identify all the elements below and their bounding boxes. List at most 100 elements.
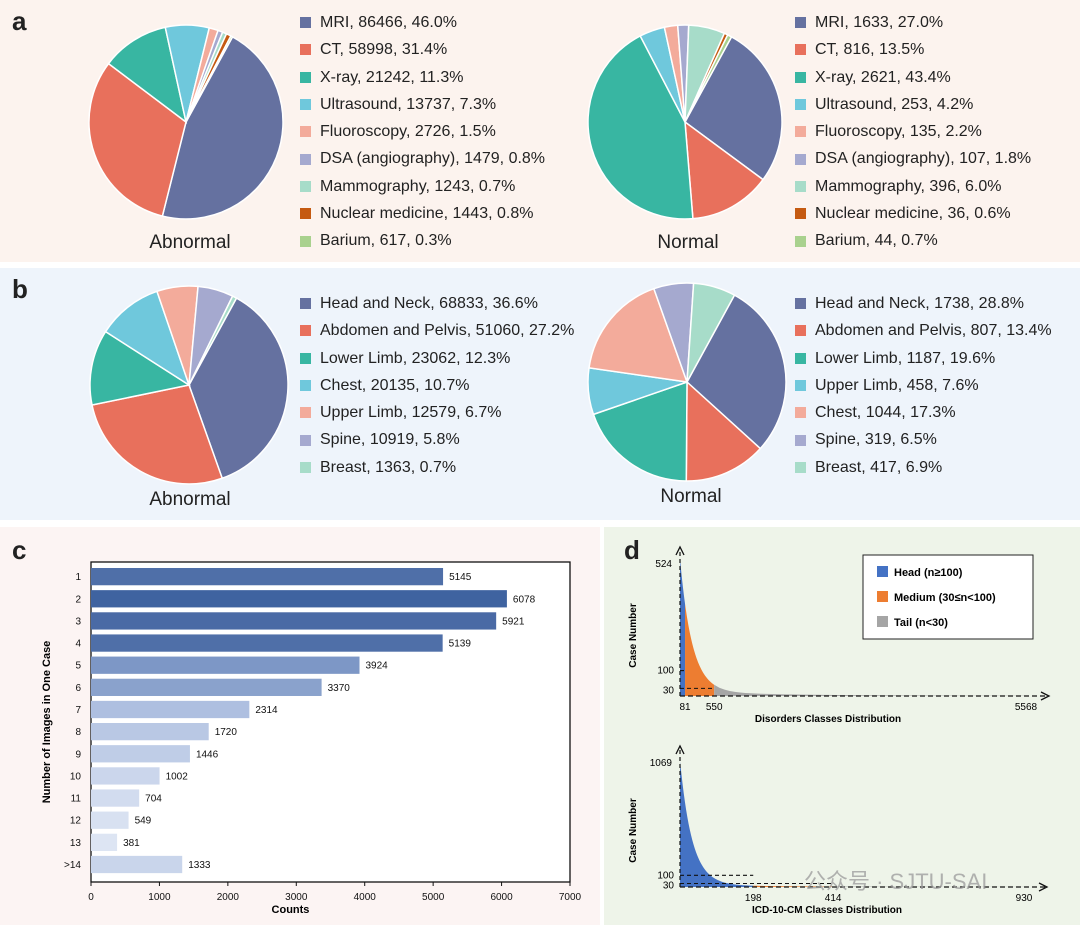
bar-chart-images-per-case: 5145 1 6078 2 5921 3 5139 4 3924 5 3370 6 2314 7 1720 8… — [41, 561, 582, 916]
panel-label-c: c — [12, 535, 27, 565]
pie-slice-chest — [104, 290, 191, 387]
bar — [91, 612, 497, 630]
legend-label: Spine, 319, 6.5% — [815, 431, 937, 449]
legend-label: Nuclear medicine, 1443, 0.8% — [320, 205, 534, 223]
pie-caption-normal-modality: Normal — [657, 232, 719, 253]
category-tick-label: 12 — [70, 816, 82, 827]
legend-item: MRI, 86466, 46.0% — [300, 9, 545, 36]
x-tick-label: 198 — [745, 893, 762, 904]
legend-swatch — [300, 352, 311, 364]
legend-swatch — [300, 71, 311, 83]
pie-caption-abnormal-modality: Abnormal — [149, 232, 231, 253]
bar-value-label: 704 — [145, 794, 162, 805]
legend-item: Mammography, 1243, 0.7% — [300, 173, 545, 200]
pie-slice-barium — [684, 33, 733, 123]
bar-value-label: 1720 — [215, 727, 238, 738]
legend-item: Lower Limb, 1187, 19.6% — [795, 345, 1052, 372]
legend-item: Ultrasound, 13737, 7.3% — [300, 91, 545, 118]
category-tick-label: 4 — [75, 639, 81, 650]
x-tick-label: 414 — [825, 893, 842, 904]
category-tick-label: 5 — [75, 661, 81, 672]
legend-swatch — [795, 153, 806, 165]
legend-label: Fluoroscopy, 135, 2.2% — [815, 123, 982, 141]
legend-label: Barium, 617, 0.3% — [320, 232, 452, 250]
legend-label: Nuclear medicine, 36, 0.6% — [815, 205, 1011, 223]
y-tick-label: 30 — [663, 880, 675, 891]
legend-swatch — [300, 325, 311, 337]
legend-box — [862, 554, 1034, 640]
legend-swatch — [795, 17, 806, 29]
bar-value-label: 1333 — [188, 860, 211, 871]
plot-frame — [90, 561, 571, 883]
panel-label-b: b — [12, 274, 28, 304]
legend-label: MRI, 86466, 46.0% — [320, 14, 457, 31]
legend-label: CT, 816, 13.5% — [815, 41, 925, 59]
pie-slice-head-and-neck — [686, 294, 787, 450]
legend-label: Upper Limb, 458, 7.6% — [815, 376, 979, 394]
legend-item: Abdomen and Pelvis, 807, 13.4% — [795, 317, 1052, 344]
legend-label: Medium (30≤n<100) — [894, 592, 996, 604]
x-tick-label: 5568 — [1015, 702, 1038, 713]
panel-a: a Abnormal MRI, 86466, 46.0% CT, 58998, 3… — [0, 0, 1080, 262]
x-tick-label: 5000 — [422, 892, 445, 903]
legend-item: Lower Limb, 23062, 12.3% — [300, 345, 574, 372]
bar-value-label: 5921 — [502, 616, 525, 627]
legend-label: X-ray, 2621, 43.4% — [815, 68, 951, 86]
legend-abnormal-region: Head and Neck, 68833, 36.6% Abdomen and P… — [300, 290, 574, 481]
legend-item: Spine, 319, 6.5% — [795, 426, 1052, 453]
y-tick-label: 100 — [657, 666, 674, 677]
legend-label: CT, 58998, 31.4% — [320, 41, 448, 59]
pie-slice-breast — [188, 295, 238, 386]
pie-slice-ct — [88, 62, 187, 217]
legend-label: Fluoroscopy, 2726, 1.5% — [320, 123, 496, 141]
x-axis-label: Counts — [272, 904, 310, 916]
legend-swatch — [300, 180, 311, 192]
bar-value-label: 3924 — [366, 661, 389, 672]
x-axis-arrow — [1040, 691, 1051, 701]
bar — [91, 568, 444, 586]
legend-item: Fluoroscopy, 2726, 1.5% — [300, 118, 545, 145]
legend-item: Upper Limb, 458, 7.6% — [795, 372, 1052, 399]
y-axis-label: Number of Images in One Case — [41, 641, 53, 804]
legend-swatch — [300, 298, 311, 310]
chart-title: Disorders Classes Distribution — [755, 714, 901, 725]
legend-swatch — [795, 298, 806, 310]
legend-label: Spine, 10919, 5.8% — [320, 431, 460, 449]
legend-label: Abdomen and Pelvis, 807, 13.4% — [815, 322, 1052, 340]
legend-swatch — [795, 99, 806, 111]
legend-item: MRI, 1633, 27.0% — [795, 9, 1031, 36]
legend-swatch — [795, 461, 806, 473]
legend-swatch — [300, 153, 311, 165]
x-tick-label: 81 — [679, 702, 691, 713]
pie-slice-breast — [686, 282, 736, 383]
medium-area — [685, 603, 715, 696]
bar — [91, 678, 322, 696]
legend-label: X-ray, 21242, 11.3% — [320, 68, 464, 86]
legend-item: Spine, 10919, 5.8% — [300, 426, 574, 453]
x-tick-label: 7000 — [559, 892, 582, 903]
y-max-label: 524 — [655, 559, 672, 570]
legend-swatch — [795, 407, 806, 419]
pie-slice-x-ray — [107, 26, 188, 124]
legend-label: Breast, 417, 6.9% — [815, 458, 943, 476]
x-axis-arrow — [1038, 882, 1049, 892]
legend-label: Breast, 1363, 0.7% — [320, 458, 457, 476]
legend-item: Barium, 44, 0.7% — [795, 227, 1031, 254]
legend-label: Chest, 20135, 10.7% — [320, 376, 470, 394]
pie-slice-barium — [185, 35, 234, 123]
legend-item: X-ray, 2621, 43.4% — [795, 64, 1031, 91]
legend-label: Lower Limb, 1187, 19.6% — [815, 349, 996, 367]
head-area — [680, 762, 754, 887]
legend-swatch — [300, 99, 311, 111]
watermark: 公众号 · SJTU-SAI — [804, 869, 987, 894]
pie-slice-lower-limb — [89, 330, 191, 406]
y-axis-label: Case Number — [628, 798, 639, 863]
bar — [91, 833, 118, 851]
bar — [91, 767, 160, 785]
legend-label: DSA (angiography), 107, 1.8% — [815, 150, 1032, 168]
bar-value-label: 549 — [135, 816, 152, 827]
x-tick-label: 550 — [706, 702, 723, 713]
x-tick-label: 6000 — [490, 892, 513, 903]
x-tick-label: 2000 — [217, 892, 240, 903]
legend-swatch — [795, 126, 806, 138]
